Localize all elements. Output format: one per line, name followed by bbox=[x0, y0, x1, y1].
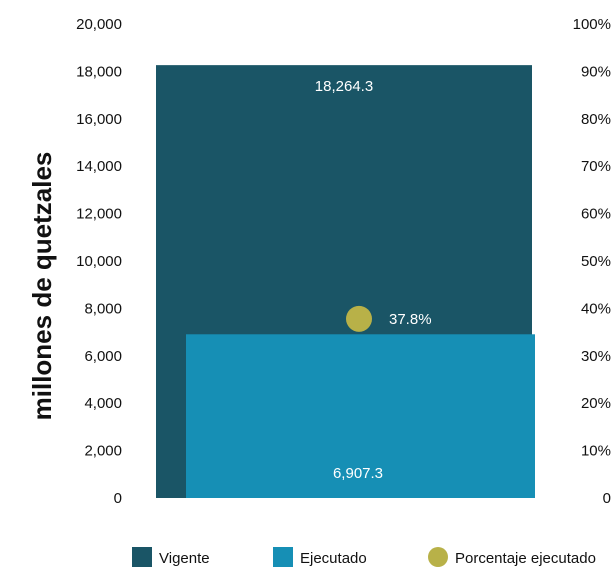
y2-tick-label: 30% bbox=[581, 348, 611, 365]
y-tick-label: 6,000 bbox=[84, 348, 122, 365]
marker-group: 37.8% bbox=[346, 305, 432, 332]
bar-ejecutado bbox=[186, 334, 535, 498]
y-tick-label: 20,000 bbox=[76, 16, 122, 33]
y2-tick-label: 80% bbox=[581, 111, 611, 128]
y2-tick-label: 20% bbox=[581, 395, 611, 412]
y-tick-label: 16,000 bbox=[76, 111, 122, 128]
legend-label: Ejecutado bbox=[300, 550, 367, 567]
legend-swatch bbox=[132, 547, 152, 567]
y2-tick-label: 0 bbox=[603, 490, 611, 507]
bar-value-label: 18,264.3 bbox=[315, 78, 373, 95]
y2-tick-label: 50% bbox=[581, 253, 611, 270]
left-axis-ticks: 0 2,000 4,000 6,000 8,000 10,000 12,000 14,000 1… bbox=[76, 16, 122, 507]
y-tick-label: 12,000 bbox=[76, 206, 122, 223]
legend-label: Porcentaje ejecutado bbox=[455, 550, 596, 567]
y-tick-label: 14,000 bbox=[76, 158, 122, 175]
bar-value-label: 6,907.3 bbox=[333, 465, 383, 482]
y2-tick-label: 90% bbox=[581, 63, 611, 80]
legend-swatch bbox=[428, 547, 448, 567]
y-axis-label: millones de quetzales bbox=[27, 152, 57, 421]
y2-tick-label: 40% bbox=[581, 300, 611, 317]
y2-tick-label: 100% bbox=[573, 16, 611, 33]
y-tick-label: 8,000 bbox=[84, 300, 122, 317]
y-tick-label: 18,000 bbox=[76, 63, 122, 80]
y2-tick-label: 70% bbox=[581, 158, 611, 175]
right-axis-ticks: 0 10% 20% 30% 40% 50% 60% 70% 80% 90% 100% bbox=[573, 16, 611, 507]
bars-group: 18,264.3 6,907.3 bbox=[156, 65, 535, 498]
legend-swatch bbox=[273, 547, 293, 567]
y-tick-label: 4,000 bbox=[84, 395, 122, 412]
legend-label: Vigente bbox=[159, 550, 210, 567]
y-tick-label: 2,000 bbox=[84, 443, 122, 460]
legend: Vigente Ejecutado Porcentaje ejecutado bbox=[132, 547, 596, 567]
marker-value-label: 37.8% bbox=[389, 311, 432, 328]
y-tick-label: 0 bbox=[114, 490, 122, 507]
y2-tick-label: 60% bbox=[581, 206, 611, 223]
y2-tick-label: 10% bbox=[581, 443, 611, 460]
marker-porcentaje-ejecutado bbox=[346, 305, 372, 332]
y-tick-label: 10,000 bbox=[76, 253, 122, 270]
